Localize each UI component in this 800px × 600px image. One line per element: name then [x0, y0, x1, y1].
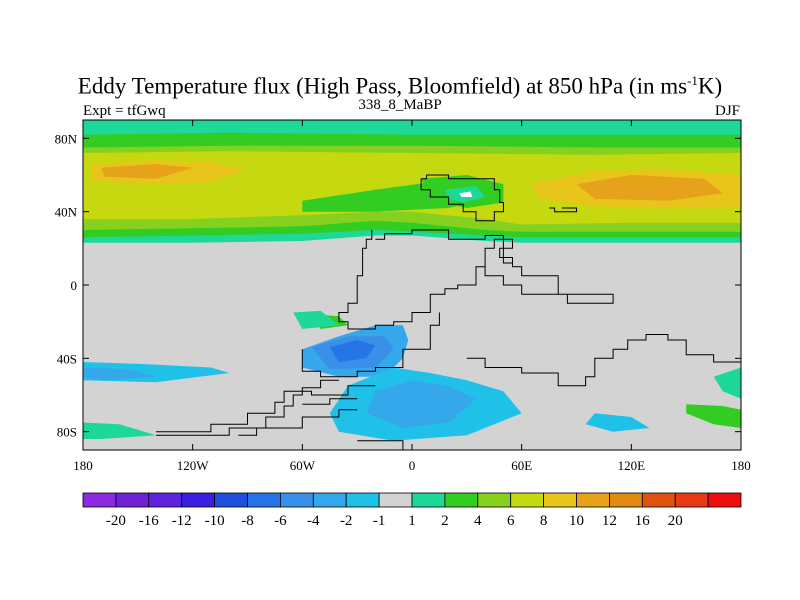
center-subtitle: 338_8_MaBP	[358, 97, 442, 113]
colorbar-label: 8	[540, 513, 548, 529]
coastline-asia-north	[420, 174, 504, 222]
colorbar-label: -12	[172, 513, 192, 529]
colorbar-swatch	[543, 492, 577, 508]
season-label: DJF	[714, 103, 740, 119]
colorbar-label: 12	[602, 513, 617, 529]
colorbar-swatch	[674, 492, 709, 508]
nh-asia-orange-core	[576, 175, 723, 201]
colorbar-label: -20	[106, 513, 126, 529]
coastline-asia-east	[549, 207, 577, 213]
colorbar-swatch	[477, 492, 512, 508]
colorbar-label: -6	[274, 513, 287, 529]
lon-tick-label: 60E	[511, 458, 532, 473]
sh-east-blue	[585, 413, 650, 432]
lon-tick-label: 180	[731, 458, 751, 473]
colorbar-swatch	[312, 492, 347, 508]
colorbar-label: 6	[507, 513, 515, 529]
sh-pacific-blue-mid	[83, 367, 157, 381]
colorbar-swatch	[345, 492, 380, 508]
title-units: K)	[697, 73, 723, 99]
colorbar-swatch	[181, 492, 215, 508]
lat-tick-label: 80S	[57, 425, 77, 440]
sh-atlantic-blue-core	[329, 340, 376, 362]
coastline-south-pole-edge	[357, 440, 404, 450]
coastline-southern-tail	[238, 409, 358, 436]
lat-tick-label: 0	[71, 278, 78, 293]
sh-southern-blue-mid	[366, 380, 476, 428]
lat-tick-label: 40S	[57, 351, 77, 366]
sh-east-green	[686, 404, 741, 428]
colorbar-swatch	[707, 492, 742, 508]
colorbar-swatch	[641, 492, 676, 508]
coastline-northern-block	[375, 229, 513, 264]
colorbar-swatch	[576, 492, 610, 508]
colorbar-swatch	[279, 492, 314, 508]
coastline-southern-arc	[301, 312, 440, 378]
colorbar-swatch	[247, 492, 281, 508]
colorbar-label: 20	[668, 513, 683, 529]
colorbar-label: -16	[139, 513, 159, 529]
colorbar-label: -2	[340, 513, 353, 529]
lon-tick-label: 60W	[290, 458, 316, 473]
colorbar-label: -4	[307, 513, 320, 529]
colorbar-swatch	[214, 492, 248, 508]
coastline-southern-small	[302, 398, 358, 405]
colorbar-label: 10	[569, 513, 584, 529]
colorbar-label: -1	[373, 513, 386, 529]
coastline-mountain-ridge	[466, 334, 741, 387]
colorbar-swatch	[444, 492, 479, 508]
colorbar-swatch	[378, 492, 413, 508]
lon-tick-label: 180	[73, 458, 93, 473]
colorbar-swatch	[609, 492, 643, 508]
colorbar-label: -10	[205, 513, 225, 529]
colorbar-swatch	[82, 492, 117, 508]
lat-tick-label: 40N	[55, 205, 78, 220]
lon-tick-label: 0	[409, 458, 416, 473]
colorbar-swatch	[115, 492, 150, 508]
lon-tick-label: 120E	[618, 458, 646, 473]
experiment-label: Expt = tfGwq	[83, 103, 166, 119]
title-text: Eddy Temperature flux (High Pass, Bloomf…	[77, 73, 688, 99]
nh-pacific-orange-core	[101, 164, 193, 179]
colorbar-label: 2	[441, 513, 449, 529]
sh-pacific-teal	[83, 422, 157, 439]
map-field	[83, 120, 741, 450]
coastline-southern-peninsula	[156, 379, 339, 436]
colorbar-swatch	[411, 492, 446, 508]
nh-white-spot	[459, 191, 473, 197]
colorbar-swatch	[510, 492, 545, 508]
colorbar-swatch	[148, 492, 183, 508]
colorbar-label: -8	[241, 513, 254, 529]
plot-title: Eddy Temperature flux (High Pass, Bloomf…	[0, 68, 800, 100]
coastline-northern-continent	[338, 230, 614, 330]
sh-east-teal	[713, 367, 741, 399]
colorbar-label: 1	[408, 513, 416, 529]
colorbar-label: 16	[635, 513, 651, 529]
sa-teal	[293, 310, 339, 329]
title-superscript: -1	[687, 73, 698, 88]
lat-tick-label: 80N	[55, 131, 78, 146]
colorbar-label: 4	[474, 513, 482, 529]
lon-tick-label: 120W	[177, 458, 210, 473]
coastline-southern-lower	[156, 385, 376, 433]
